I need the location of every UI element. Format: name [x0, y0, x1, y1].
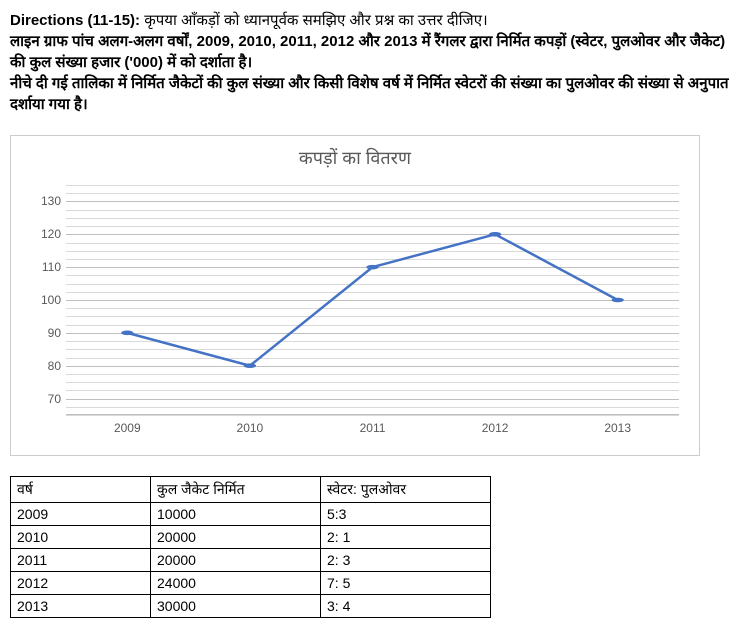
table-cell: 24000 [151, 572, 321, 595]
x-axis: 2009 2010 2011 2012 2013 [66, 414, 679, 445]
y-tick-label: 80 [31, 359, 61, 373]
table-cell: 5:3 [321, 503, 491, 526]
table-row: 2009100005:3 [11, 503, 491, 526]
line-chart-svg [66, 185, 679, 415]
x-tick-label: 2010 [237, 421, 264, 435]
y-tick-label: 90 [31, 326, 61, 340]
chart-marker [366, 265, 378, 270]
x-tick-label: 2011 [360, 421, 386, 435]
table-row: 2013300003: 4 [11, 595, 491, 618]
table-cell: 2013 [11, 595, 151, 618]
table-cell: 2010 [11, 526, 151, 549]
table-header-cell: स्वेटर: पुलओवर [321, 477, 491, 503]
chart-marker [612, 298, 624, 303]
table-cell: 20000 [151, 526, 321, 549]
x-tick-label: 2013 [604, 421, 631, 435]
chart-marker [244, 363, 256, 368]
table-cell: 10000 [151, 503, 321, 526]
data-table: वर्षकुल जैकेट निर्मितस्वेटर: पुलओवर20091… [10, 476, 491, 618]
directions-line-1: लाइन ग्राफ पांच अलग-अलग वर्षों, 2009, 20… [10, 33, 725, 71]
table-row: 2011200002: 3 [11, 549, 491, 572]
table-row: 2010200002: 1 [11, 526, 491, 549]
chart-marker [489, 232, 501, 237]
x-tick-label: 2009 [114, 421, 141, 435]
table-cell: 2009 [11, 503, 151, 526]
table-cell: 3: 4 [321, 595, 491, 618]
table-header-cell: कुल जैकेट निर्मित [151, 477, 321, 503]
table-cell: 30000 [151, 595, 321, 618]
chart-title: कपड़ों का वितरण [31, 146, 679, 170]
table-cell: 20000 [151, 549, 321, 572]
table-cell: 2: 3 [321, 549, 491, 572]
directions-line-2: नीचे दी गई तालिका में निर्मित जैकेटों की… [10, 75, 729, 113]
y-tick-label: 120 [31, 227, 61, 241]
y-tick-label: 100 [31, 293, 61, 307]
table-cell: 7: 5 [321, 572, 491, 595]
table-cell: 2012 [11, 572, 151, 595]
plot-area: 708090100110120130 20092010201120122013 [66, 185, 679, 445]
y-axis: 70 80 90 100 110 120 130 [31, 185, 61, 415]
table-cell: 2011 [11, 549, 151, 572]
y-tick-label: 70 [31, 392, 61, 406]
chart-marker [121, 331, 133, 336]
x-tick-label: 2012 [482, 421, 509, 435]
y-tick-label: 130 [31, 194, 61, 208]
directions-block: Directions (11-15): कृपया आँकड़ों को ध्य… [10, 10, 743, 115]
directions-label: Directions (11-15): [10, 12, 140, 29]
table-header-cell: वर्ष [11, 477, 151, 503]
chart-container: कपड़ों का वितरण 708090100110120130 20092… [10, 135, 700, 456]
table-row: 2012240007: 5 [11, 572, 491, 595]
y-tick-label: 110 [31, 260, 61, 274]
chart-line [127, 234, 617, 365]
table-cell: 2: 1 [321, 526, 491, 549]
directions-line-0: कृपया आँकड़ों को ध्यानपूर्वक समझिए और प्… [144, 12, 487, 29]
